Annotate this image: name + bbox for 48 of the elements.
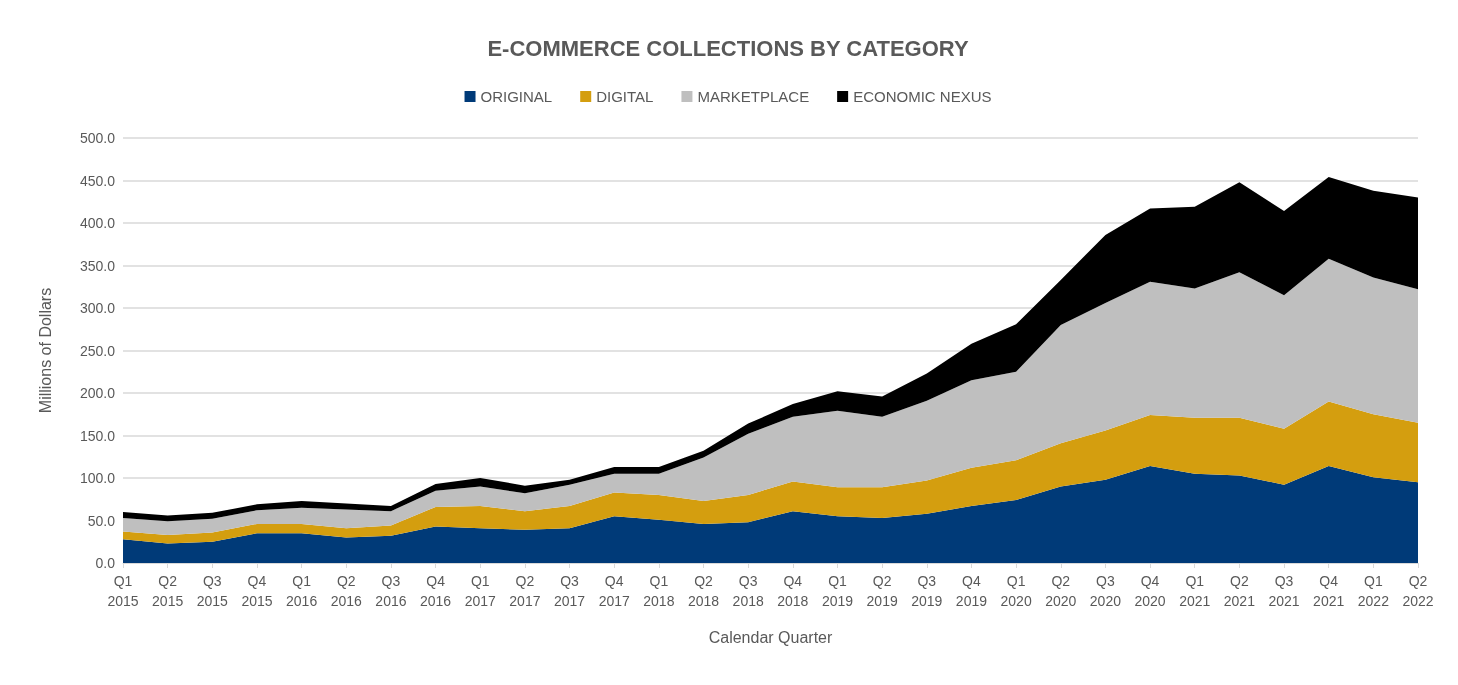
y-tick-label: 150.0 — [79, 427, 116, 444]
y-tick-label: 50.0 — [87, 512, 116, 529]
x-tick-label: Q2 2020 — [1045, 573, 1077, 609]
x-tick-label: Q1 2020 — [1000, 573, 1032, 609]
x-tick-label: Q2 2015 — [152, 573, 184, 609]
x-tick-label: Q4 2021 — [1313, 573, 1345, 609]
x-tick-label: Q4 2018 — [777, 573, 809, 609]
y-tick-label: 100.0 — [79, 470, 116, 486]
x-tick-label: Q1 2022 — [1357, 573, 1390, 609]
x-axis-title: Calendar Quarter — [708, 628, 833, 646]
x-tick-label: Q3 2015 — [196, 573, 229, 609]
legend-label: DIGITAL — [596, 88, 654, 105]
x-tick-label: Q2 2016 — [330, 573, 363, 609]
x-tick-label: Q3 2016 — [375, 573, 407, 609]
x-tick-label: Q1 2019 — [821, 573, 854, 609]
x-tick-label: Q2 2019 — [866, 573, 898, 609]
legend-label: ORIGINAL — [480, 88, 553, 105]
legend-label: MARKETPLACE — [697, 88, 810, 105]
x-tick-label: Q4 2016 — [420, 573, 452, 609]
x-tick-label: Q1 2021 — [1179, 573, 1211, 609]
y-tick-label: 350.0 — [79, 257, 116, 274]
x-tick-label: Q3 2018 — [732, 573, 764, 609]
x-tick-label: Q1 2018 — [643, 573, 675, 609]
y-tick-label: 250.0 — [79, 342, 116, 359]
x-tick-label: Q3 2019 — [911, 573, 943, 609]
x-tick-label: Q3 2021 — [1268, 573, 1300, 609]
y-tick-label: 400.0 — [79, 215, 116, 231]
x-tick-label: Q4 2015 — [241, 573, 273, 609]
x-tick-label: Q1 2015 — [107, 573, 139, 609]
x-tick-label: Q2 2021 — [1223, 573, 1256, 609]
x-tick-label: Q3 2020 — [1089, 573, 1122, 609]
y-axis-title: Millions of Dollars — [36, 287, 54, 414]
x-tick-label: Q1 2016 — [286, 573, 318, 609]
y-tick-label: 300.0 — [79, 300, 116, 316]
y-tick-label: 200.0 — [79, 385, 116, 401]
x-tick-label: Q3 2017 — [553, 573, 586, 609]
y-tick-label: 500.0 — [79, 130, 116, 146]
chart-title: E-COMMERCE COLLECTIONS BY CATEGORY — [487, 35, 969, 61]
y-tick-label: 0.0 — [95, 555, 116, 571]
x-tick-label: Q2 2018 — [687, 573, 720, 609]
legend-label: ECONOMIC NEXUS — [853, 88, 992, 105]
x-tick-label: Q2 2017 — [509, 573, 541, 609]
x-tick-label: Q4 2019 — [955, 573, 988, 609]
x-tick-label: Q1 2017 — [464, 573, 497, 609]
y-tick-label: 450.0 — [79, 172, 116, 189]
x-tick-label: Q2 2022 — [1402, 573, 1434, 609]
x-tick-label: Q4 2017 — [598, 573, 630, 609]
x-tick-label: Q4 2020 — [1134, 573, 1166, 609]
